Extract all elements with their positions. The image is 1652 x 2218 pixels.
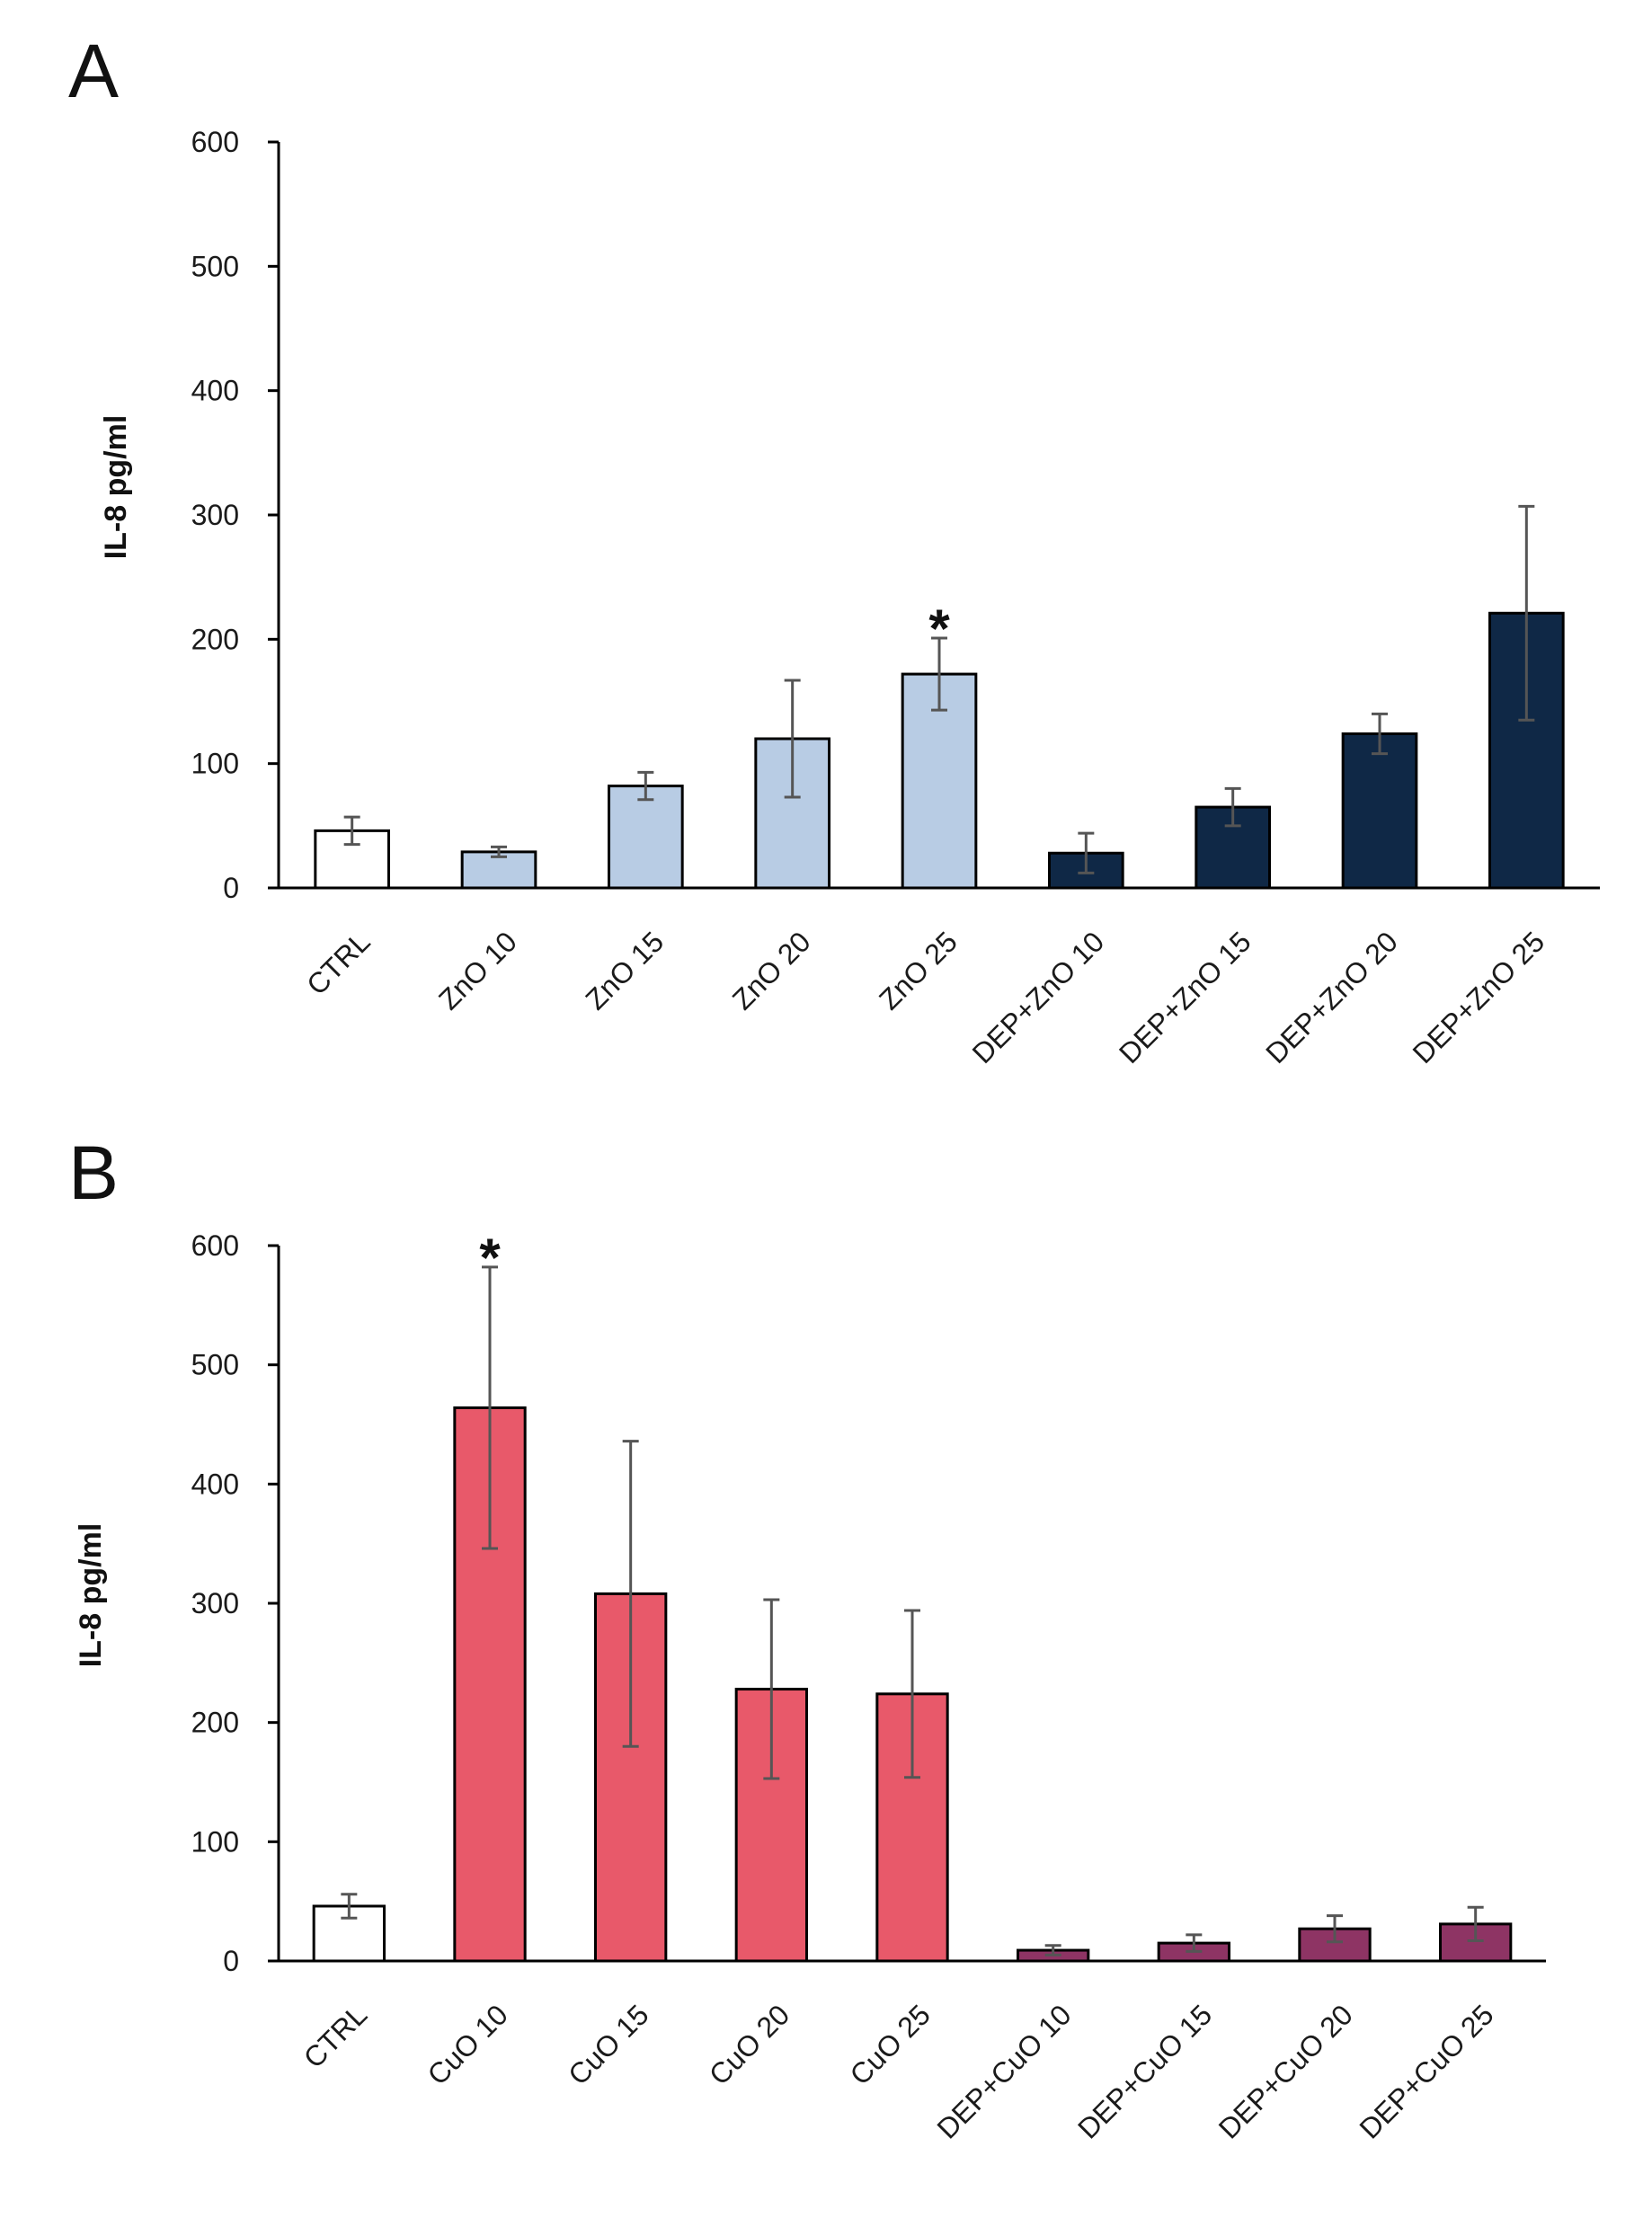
y-tick-label-b-1: 100 <box>191 1825 239 1858</box>
y-ticks-b: 0 100 200 300 400 500 600 <box>191 1229 279 1977</box>
y-ticks-a: 0 100 200 300 400 500 600 <box>191 126 279 904</box>
error-bars-b <box>341 1265 1484 1956</box>
significance-marker-b-0: * <box>479 1228 501 1288</box>
x-tick-label-b-5: DEP+CuO 10 <box>930 1998 1077 2144</box>
y-tick-label-b-3: 300 <box>191 1587 239 1619</box>
panel-letter-b: B <box>68 1131 119 1215</box>
y-tick-label-a-6: 600 <box>191 126 239 158</box>
x-tick-label-a-6: DEP+ZnO 15 <box>1113 925 1257 1069</box>
y-axis-label-a: IL-8 pg/ml <box>99 415 133 560</box>
x-tick-label-b-3: CuO 20 <box>703 1998 795 2090</box>
annotations-b: * <box>479 1228 501 1288</box>
x-tick-label-b-8: DEP+CuO 25 <box>1353 1998 1499 2144</box>
x-tick-label-a-7: DEP+ZnO 20 <box>1259 925 1404 1069</box>
bar-a-7 <box>1341 732 1418 890</box>
bar-b-0 <box>312 1904 386 1963</box>
error-bars-a <box>343 504 1535 874</box>
panel-a: A IL-8 pg/ml 0 100 200 300 400 500 600 CTRL ZnO… <box>68 29 1600 1069</box>
x-tick-label-b-6: DEP+CuO 15 <box>1071 1998 1218 2144</box>
panel-b: B IL-8 pg/ml 0 100 200 300 400 500 600 CTRL CuO… <box>68 1131 1546 2145</box>
y-tick-label-a-4: 400 <box>191 375 239 407</box>
y-tick-label-b-5: 500 <box>191 1349 239 1381</box>
y-tick-label-b-0: 0 <box>223 1945 239 1977</box>
y-axis-label-b: IL-8 pg/ml <box>74 1523 108 1668</box>
x-tick-label-b-1: CuO 10 <box>422 1998 514 2090</box>
bar-a-2 <box>608 785 684 890</box>
significance-marker-a-0: * <box>928 599 950 659</box>
x-tick-label-a-5: DEP+ZnO 10 <box>966 925 1111 1069</box>
x-tick-label-b-7: DEP+CuO 20 <box>1212 1998 1359 2144</box>
x-tick-label-a-1: ZnO 10 <box>432 925 523 1016</box>
x-tick-label-a-0: CTRL <box>300 925 377 1001</box>
x-tick-label-b-4: CuO 25 <box>844 1998 937 2090</box>
y-tick-label-a-0: 0 <box>223 872 239 904</box>
y-tick-label-b-2: 200 <box>191 1707 239 1739</box>
x-tick-label-b-2: CuO 15 <box>562 1998 654 2090</box>
y-tick-label-a-5: 500 <box>191 250 239 282</box>
y-tick-label-b-6: 600 <box>191 1229 239 1262</box>
y-tick-label-a-1: 100 <box>191 748 239 780</box>
x-tick-label-a-2: ZnO 15 <box>579 925 670 1016</box>
y-tick-label-b-4: 400 <box>191 1468 239 1500</box>
x-tick-label-a-8: DEP+ZnO 25 <box>1407 925 1551 1069</box>
x-tick-label-a-4: ZnO 25 <box>873 925 964 1016</box>
annotations-a: * <box>928 599 950 659</box>
panel-letter-a: A <box>68 29 119 113</box>
x-tick-label-b-0: CTRL <box>298 1998 374 2074</box>
x-tick-label-a-3: ZnO 20 <box>726 925 817 1016</box>
y-tick-label-a-2: 200 <box>191 623 239 655</box>
y-tick-label-a-3: 300 <box>191 499 239 531</box>
x-tick-labels-a: CTRL ZnO 10 ZnO 15 ZnO 20 ZnO 25 DEP+ZnO 10 DE… <box>300 925 1550 1069</box>
